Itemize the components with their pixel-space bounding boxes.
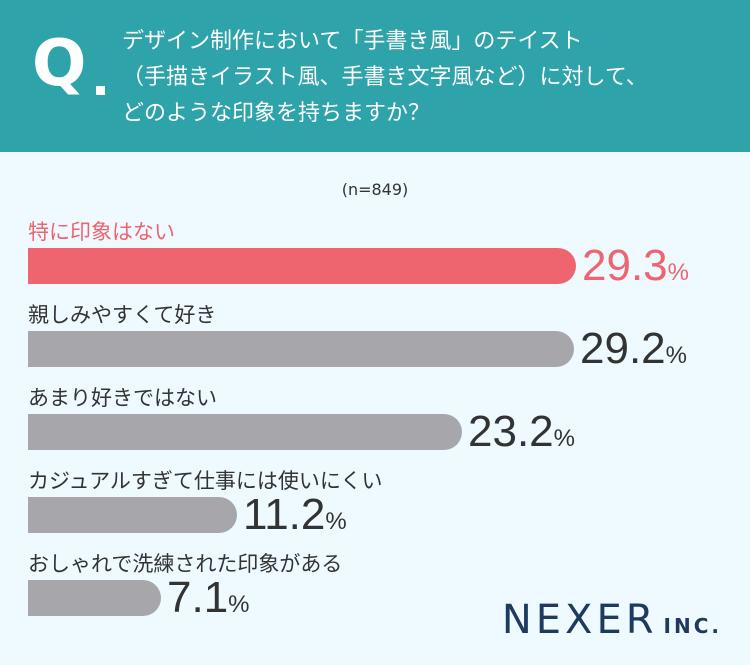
value-label-3: 11.2% xyxy=(243,490,347,539)
value-label-4: 7.1% xyxy=(167,573,250,622)
question-header: Q デザイン制作において「手書き風」のテイスト （手描きイラスト風、手書き文字風… xyxy=(0,0,750,152)
question-line-3: どのような印象を持ちますか？ xyxy=(122,101,431,126)
question-text: デザイン制作において「手書き風」のテイスト （手描きイラスト風、手書き文字風など… xyxy=(122,24,737,132)
bar-4 xyxy=(28,580,161,616)
question-line-2: （手描きイラスト風、手書き文字風など）に対して、 xyxy=(122,65,648,90)
bar-2 xyxy=(28,414,462,450)
logo-main: NEXER xyxy=(501,597,658,643)
category-label-4: おしゃれで洗練された印象がある xyxy=(28,552,343,576)
bar-3 xyxy=(28,497,237,533)
bar-chart: (n=849) 特に印象はない 29.3% 親しみやすくて好き 29.2% あま… xyxy=(0,152,750,665)
bar-0 xyxy=(28,248,576,284)
logo-suffix: INC. xyxy=(663,614,722,638)
category-label-2: あまり好きではない xyxy=(28,386,217,410)
category-label-3: カジュアルすぎて仕事には使いにくい xyxy=(28,469,383,493)
value-label-2: 23.2% xyxy=(468,407,575,456)
bar-1 xyxy=(28,331,574,367)
nexer-logo: NEXER INC. xyxy=(502,597,722,643)
sample-size-label: (n=849) xyxy=(341,180,409,199)
category-label-0: 特に印象はない xyxy=(28,220,175,244)
question-line-1: デザイン制作において「手書き風」のテイスト xyxy=(122,29,583,54)
q-dot xyxy=(96,86,105,95)
category-label-1: 親しみやすくて好き xyxy=(28,303,217,327)
value-label-1: 29.2% xyxy=(580,324,687,373)
q-mark: Q xyxy=(32,27,87,101)
value-label-0: 29.3% xyxy=(582,241,689,290)
